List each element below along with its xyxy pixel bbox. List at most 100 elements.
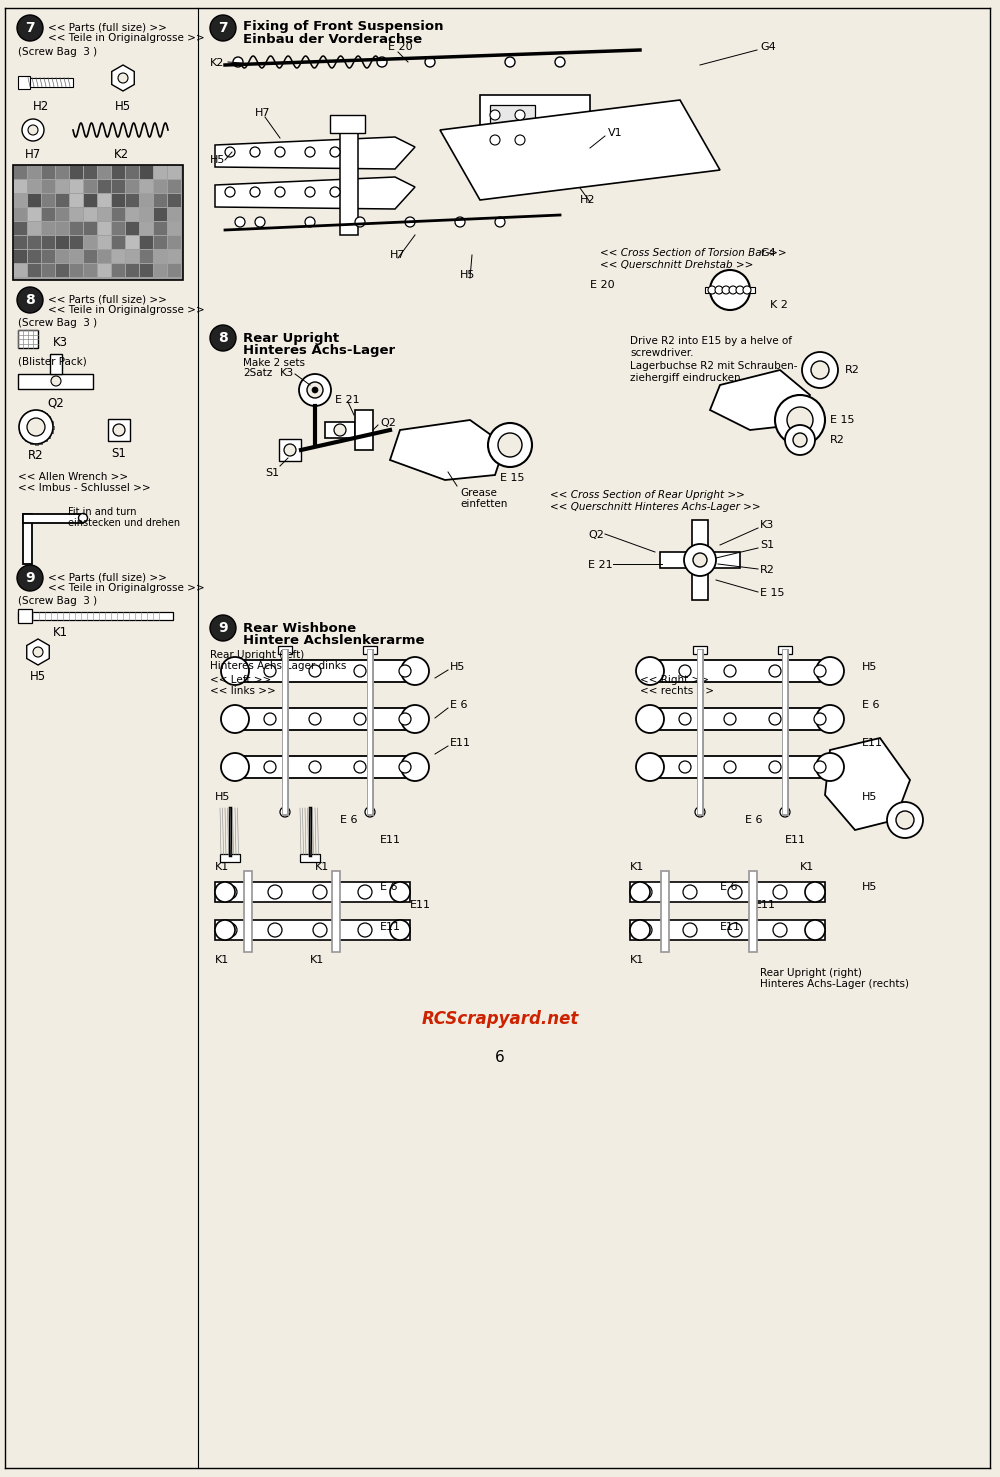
Bar [98, 222, 111, 235]
Circle shape [490, 134, 500, 145]
Text: Grease: Grease [460, 487, 497, 498]
Circle shape [255, 217, 265, 227]
Text: K2: K2 [210, 58, 224, 68]
Bar [28, 193, 41, 207]
Text: << Cross Section of Torsion Bar >>: << Cross Section of Torsion Bar >> [600, 248, 787, 258]
Text: K3: K3 [760, 520, 774, 530]
Circle shape [399, 665, 411, 676]
Circle shape [19, 411, 53, 445]
Bar [705, 287, 755, 292]
Text: H5: H5 [215, 792, 230, 802]
Bar [650, 756, 830, 778]
Circle shape [505, 58, 515, 66]
Circle shape [630, 882, 650, 902]
Circle shape [235, 217, 245, 227]
Bar [168, 250, 181, 263]
Circle shape [785, 425, 815, 455]
Bar [650, 660, 830, 682]
Bar [84, 264, 97, 278]
Circle shape [816, 657, 844, 685]
Text: 8: 8 [25, 292, 35, 307]
Bar [140, 165, 153, 179]
Circle shape [787, 408, 813, 433]
Polygon shape [710, 371, 810, 430]
Bar [70, 236, 83, 250]
Text: H5: H5 [210, 155, 225, 165]
Bar [84, 222, 97, 235]
Circle shape [811, 360, 829, 380]
Circle shape [210, 325, 236, 352]
Bar [126, 180, 139, 193]
Bar [14, 180, 27, 193]
Circle shape [887, 802, 923, 837]
Circle shape [17, 287, 43, 313]
Bar [340, 120, 358, 235]
Circle shape [51, 377, 61, 385]
Text: E11: E11 [380, 835, 401, 845]
Circle shape [264, 665, 276, 676]
Bar [126, 165, 139, 179]
Circle shape [313, 885, 327, 899]
Bar [50, 430, 53, 433]
Circle shape [365, 806, 375, 817]
Circle shape [215, 920, 235, 939]
Bar [14, 208, 27, 222]
Text: E11: E11 [720, 922, 741, 932]
Bar [28, 250, 41, 263]
Bar [18, 75, 30, 89]
Text: E 20: E 20 [388, 41, 413, 52]
Circle shape [113, 424, 125, 436]
Circle shape [722, 287, 730, 294]
Bar [56, 222, 69, 235]
Circle shape [299, 374, 331, 406]
Bar [126, 264, 139, 278]
Circle shape [793, 433, 807, 448]
Bar [140, 264, 153, 278]
Bar [168, 193, 181, 207]
Text: Lagerbuchse R2 mit Schrauben-: Lagerbuchse R2 mit Schrauben- [630, 360, 798, 371]
Text: einstecken und drehen: einstecken und drehen [68, 518, 180, 527]
Circle shape [693, 552, 707, 567]
Circle shape [728, 923, 742, 936]
Text: E 20: E 20 [590, 281, 615, 289]
Circle shape [377, 58, 387, 66]
Text: Hinteres Achs-Lager (rechts): Hinteres Achs-Lager (rechts) [760, 979, 909, 990]
Bar [70, 250, 83, 263]
Text: G4: G4 [760, 248, 776, 258]
Bar [44, 412, 47, 415]
Text: E 21: E 21 [335, 394, 360, 405]
Bar [112, 264, 125, 278]
Bar [39, 440, 42, 443]
Circle shape [221, 705, 249, 733]
Circle shape [636, 705, 664, 733]
Text: << Parts (full size) >>: << Parts (full size) >> [48, 572, 167, 582]
Circle shape [284, 445, 296, 456]
Bar [98, 208, 111, 222]
Bar [56, 165, 69, 179]
Circle shape [495, 217, 505, 227]
Bar [154, 264, 167, 278]
Circle shape [17, 566, 43, 591]
Polygon shape [27, 640, 49, 665]
Bar [98, 236, 111, 250]
Bar [168, 208, 181, 222]
Circle shape [679, 761, 691, 772]
Bar [28, 180, 41, 193]
Circle shape [268, 923, 282, 936]
Circle shape [307, 383, 323, 397]
Circle shape [309, 761, 321, 772]
Circle shape [330, 188, 340, 196]
Bar [42, 208, 55, 222]
Circle shape [814, 761, 826, 772]
Text: Fixing of Front Suspension: Fixing of Front Suspension [243, 21, 444, 32]
Bar [126, 208, 139, 222]
Circle shape [769, 665, 781, 676]
Text: 9: 9 [25, 572, 35, 585]
Text: ziehergiff eindrucken: ziehergiff eindrucken [630, 374, 741, 383]
Circle shape [695, 806, 705, 817]
Bar [23, 514, 32, 564]
Circle shape [233, 58, 243, 66]
Text: R2: R2 [28, 449, 44, 462]
Circle shape [515, 109, 525, 120]
Text: Rear Upright (right): Rear Upright (right) [760, 967, 862, 978]
